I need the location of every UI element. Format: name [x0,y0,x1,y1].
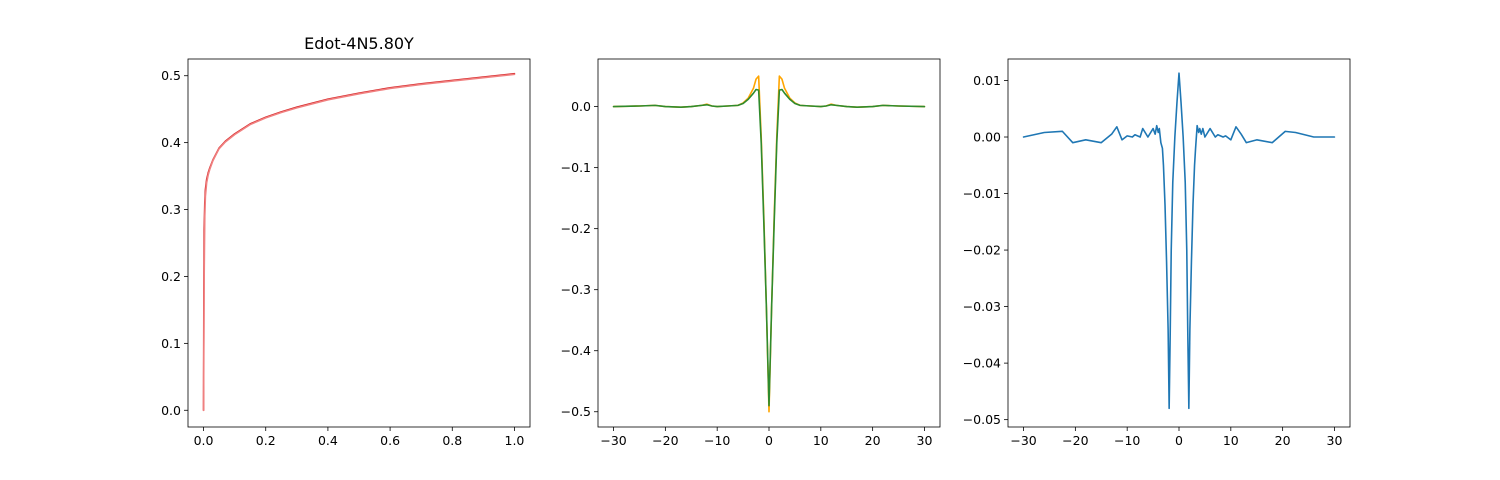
x-tick-label: 20 [865,433,881,448]
x-tick-label: −10 [1114,433,1140,448]
x-tick-label: 0 [1175,433,1183,448]
x-tick-label: 30 [917,433,933,448]
x-tick-label: 0.2 [256,433,276,448]
series-line-1 [1022,72,1336,410]
y-tick-label: −0.3 [561,282,591,297]
x-tick-label: −10 [704,433,730,448]
series-group [202,72,516,412]
x-tick-label: −20 [1062,433,1088,448]
y-tick-label: 0.5 [161,68,181,83]
y-tick-label: 0.00 [973,130,1001,145]
x-tick-label: 0 [765,433,773,448]
y-tick-label: −0.05 [963,412,1001,427]
y-tick-label: 0.0 [571,99,591,114]
y-tick-label: 0.2 [161,269,181,284]
y-tick-label: 0.4 [161,135,181,150]
y-tick-label: 0.01 [973,73,1001,88]
x-tick-label: 0.6 [380,433,400,448]
subplot-3: −30 −20 −10 0 10 20 30 −0.05 −0.04 −0.03 −0.02 −0.0… [963,58,1351,448]
y-tick-label: −0.1 [561,160,591,175]
x-tick-label: 0.4 [318,433,338,448]
series-line-2 [612,88,926,407]
x-tick-label: −20 [652,433,678,448]
x-tick-label: 10 [813,433,829,448]
y-tick-label: −0.5 [561,404,591,419]
chart-title: Edot-4N5.80Y [304,34,414,53]
axes-frame [187,58,531,428]
y-tick-label: 0.1 [161,336,181,351]
y-tick-label: 0.3 [161,202,181,217]
x-tick-label: 0.0 [194,433,214,448]
y-tick-label: −0.03 [963,299,1001,314]
x-tick-label: 0.8 [442,433,462,448]
y-tick-label: −0.4 [561,343,591,358]
x-tick-label: 10 [1223,433,1239,448]
x-tick-label: 30 [1327,433,1343,448]
subplot-2: −30 −20 −10 0 10 20 30 −0.5 −0.4 −0.3 −0.2 −0.1 0.0 [561,58,941,448]
series-group [612,75,926,413]
x-tick-label: −30 [600,433,626,448]
x-tick-label: 1.0 [505,433,525,448]
y-tick-label: −0.2 [561,221,591,236]
y-tick-label: −0.01 [963,186,1001,201]
y-tick-label: 0.0 [161,403,181,418]
series-group [1022,72,1336,410]
y-tick-label: −0.02 [963,243,1001,258]
x-tick-label: 20 [1275,433,1291,448]
series-line-2 [202,73,516,412]
x-tick-label: −30 [1010,433,1036,448]
y-tick-label: −0.04 [963,356,1001,371]
subplot-1: 0.0 0.2 0.4 0.6 0.8 1.0 0.0 0.1 0.2 0.3 0.4 0.5 Edot… [161,34,531,448]
